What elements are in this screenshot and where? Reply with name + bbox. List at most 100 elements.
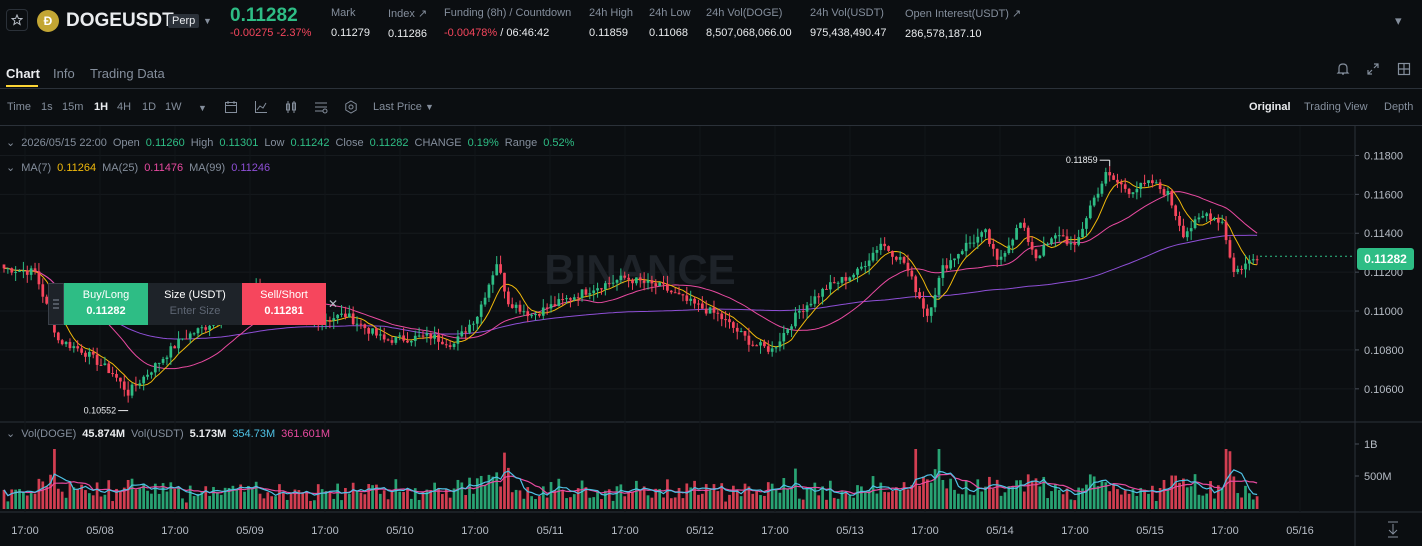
volume-bar [367, 484, 371, 509]
candle-body [1100, 183, 1104, 194]
expand-legend-icon[interactable]: ⌄ [6, 162, 16, 174]
size-input[interactable]: Size (USDT) Enter Size [148, 283, 242, 325]
ma7-value: 0.11264 [57, 162, 97, 174]
candle-body [588, 293, 592, 295]
volume-bar [972, 495, 976, 509]
candle-body [863, 266, 867, 268]
view-original[interactable]: Original [1249, 101, 1291, 113]
volume-bar [704, 484, 708, 509]
candle-body [875, 250, 879, 253]
expand-legend-icon[interactable]: ⌄ [6, 137, 16, 149]
volume-bar [344, 487, 347, 509]
candle-body [747, 335, 751, 345]
volume-bar [763, 495, 766, 509]
candle-body [487, 284, 491, 298]
view-trading-view[interactable]: Trading View [1304, 101, 1368, 113]
candle-body [1085, 218, 1088, 229]
candle-body [64, 341, 68, 345]
volume-bar [1046, 498, 1049, 509]
tab-trading-data[interactable]: Trading Data [90, 66, 165, 81]
volume-bar [216, 492, 219, 509]
candle-type-icon[interactable] [284, 100, 298, 119]
line-chart-icon[interactable] [254, 100, 268, 119]
close-icon[interactable]: ✕ [328, 297, 339, 311]
expand-legend-icon[interactable]: ⌄ [6, 428, 16, 440]
buy-long-button[interactable]: Buy/Long 0.11282 [64, 283, 148, 325]
tab-info[interactable]: Info [53, 66, 75, 81]
volume-bar [945, 488, 949, 509]
tab-chart[interactable]: Chart [6, 66, 40, 81]
candle-body [208, 325, 211, 330]
price-type-select[interactable]: Last Price ▼ [373, 101, 434, 113]
candle-body [569, 298, 572, 300]
volume-bar [22, 492, 25, 509]
volume-bar [510, 492, 514, 509]
volume-bar [56, 488, 60, 509]
volume-bar [165, 491, 169, 509]
candle-body [491, 275, 495, 285]
layout-grid-icon[interactable] [1397, 62, 1411, 81]
volume-bar [487, 474, 491, 509]
volume-bar [468, 477, 471, 509]
candle-body [1007, 245, 1011, 254]
y-tick-label: 0.10600 [1364, 384, 1404, 396]
buy-price: 0.11282 [86, 305, 126, 317]
volume-bar [452, 488, 456, 509]
interval-1d[interactable]: 1D [142, 101, 157, 113]
stat-index[interactable]: Index ↗ 0.11286 [388, 7, 427, 40]
drag-handle[interactable] [48, 283, 64, 325]
settings-icon[interactable] [344, 100, 358, 119]
volume-bar [840, 491, 844, 509]
volume-bar [410, 498, 413, 509]
candle-body [642, 280, 646, 283]
interval-4h[interactable]: 4H [117, 101, 132, 113]
volume-bar [448, 497, 452, 509]
volume-bar [247, 485, 250, 509]
candle-body [1081, 228, 1084, 238]
candle-body [976, 236, 980, 243]
candle-body [33, 268, 37, 272]
candle-body [712, 307, 716, 313]
symbol-dropdown-icon[interactable]: ▼ [203, 16, 212, 26]
view-depth[interactable]: Depth [1384, 101, 1414, 113]
stat-mark: Mark 0.11279 [331, 7, 370, 39]
candle-body [1088, 205, 1092, 219]
interval-time[interactable]: Time [7, 101, 32, 113]
more-icon[interactable]: ▾ [1395, 13, 1402, 28]
volume-bar [390, 490, 394, 509]
sell-short-button[interactable]: Sell/Short 0.11281 [242, 283, 326, 325]
expand-icon[interactable] [1366, 62, 1380, 81]
ohlc-date: 2026/05/15 22:00 [21, 137, 107, 149]
interval-15m[interactable]: 15m [62, 101, 84, 113]
volume-bar [518, 490, 522, 509]
volume-bar [1236, 493, 1240, 509]
symbol-name[interactable]: DOGEUSDT [66, 10, 174, 31]
vol-usdt-value: 5.173M [189, 428, 227, 440]
low-value: 0.11242 [290, 137, 330, 149]
calendar-icon[interactable] [224, 100, 238, 119]
volume-bar [134, 489, 138, 509]
interval-1h[interactable]: 1H [94, 101, 109, 113]
candle-body [1232, 257, 1236, 272]
volume-bar [863, 492, 867, 509]
volume-bar [126, 479, 130, 509]
candle-body [448, 345, 452, 347]
interval-dropdown-icon[interactable]: ▼ [198, 103, 207, 113]
candle-body [332, 318, 336, 321]
x-tick-label: 17:00 [911, 525, 939, 537]
bell-icon[interactable] [1336, 62, 1350, 81]
interval-1w[interactable]: 1W [165, 101, 182, 113]
candle-body [1220, 221, 1224, 223]
candle-body [929, 307, 933, 316]
candle-body [510, 304, 514, 308]
favorite-star-button[interactable] [6, 9, 28, 31]
volume-bar [607, 489, 611, 509]
volume-bar [281, 492, 285, 509]
candle-body [1216, 218, 1220, 223]
stat-open-interest[interactable]: Open Interest(USDT) ↗ 286,578,187.10 [905, 7, 1021, 40]
indicators-icon[interactable] [314, 100, 328, 119]
interval-1s[interactable]: 1s [41, 101, 53, 113]
calendar-icon-svg [225, 101, 237, 113]
volume-bar [596, 490, 599, 509]
